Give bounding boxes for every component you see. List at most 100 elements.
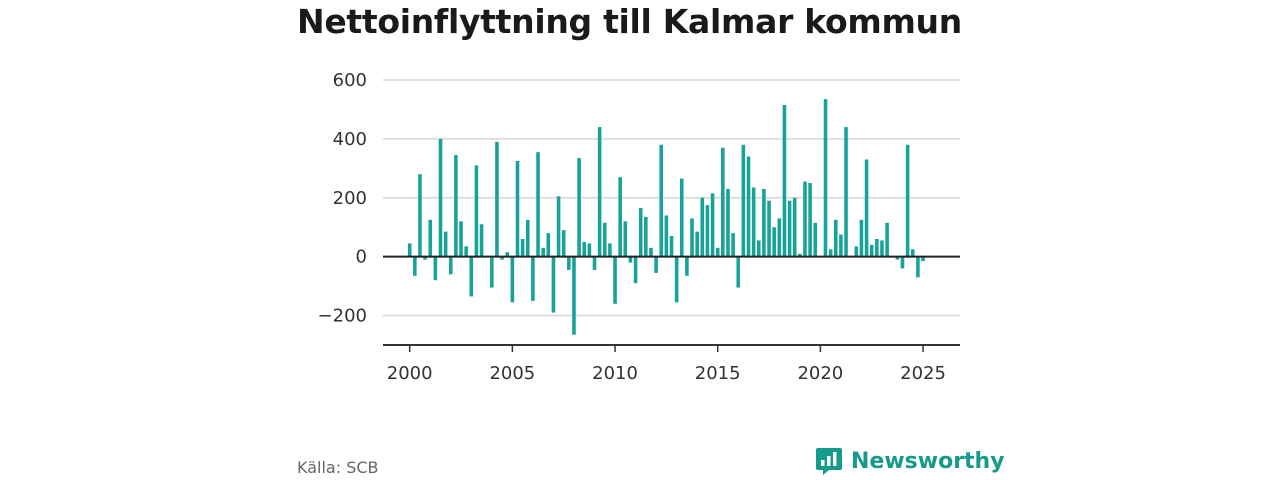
y-tick-label: −200: [318, 306, 367, 327]
x-tick-label: 2025: [900, 363, 946, 384]
bar: [495, 141, 499, 257]
bar: [592, 256, 597, 270]
bar: [787, 200, 792, 257]
y-tick-label: 200: [333, 188, 367, 209]
bar-chart: −200 0 200 400 600 2000 2005 2010 2015 2020 2025: [318, 70, 960, 384]
bar: [792, 197, 797, 257]
bar: [798, 253, 802, 257]
bar: [756, 240, 761, 257]
x-tick-label: 2010: [592, 363, 638, 384]
bar: [500, 256, 504, 260]
bar: [490, 256, 494, 288]
bar: [679, 178, 684, 257]
bar: [880, 240, 884, 257]
bar: [623, 221, 628, 257]
bar: [669, 236, 674, 257]
bar: [633, 256, 638, 284]
bar: [582, 241, 587, 257]
bar: [803, 181, 807, 257]
bar: [782, 105, 787, 257]
bar: [664, 215, 669, 257]
x-axis-ticks: 2000 2005 2010 2015 2020 2025: [387, 345, 946, 384]
bar: [833, 219, 838, 257]
bar: [423, 256, 427, 260]
bar: [916, 256, 920, 278]
bar: [700, 197, 705, 257]
bar: [685, 256, 689, 276]
bar: [731, 233, 735, 257]
bar: [443, 231, 448, 257]
bar: [413, 256, 417, 276]
bar: [910, 249, 915, 257]
x-tick-label: 2005: [489, 363, 535, 384]
bar: [659, 144, 664, 257]
bar: [628, 256, 633, 263]
bar: [721, 147, 725, 257]
bar: [474, 165, 479, 257]
bar: [510, 256, 515, 303]
bar: [921, 256, 925, 262]
brand-name: Newsworthy: [851, 448, 1005, 474]
bar: [515, 160, 520, 257]
bar: [479, 224, 484, 257]
bars: [407, 99, 925, 335]
bar: [844, 127, 848, 257]
bar: [618, 177, 622, 257]
bar: [561, 230, 566, 257]
bar: [525, 219, 530, 257]
bar: [674, 256, 679, 303]
bar: [407, 243, 412, 257]
bar: [875, 239, 879, 257]
bar-chart-badge-icon: [816, 448, 842, 475]
y-tick-label: 600: [333, 70, 367, 91]
bar: [541, 247, 545, 257]
y-tick-label: 0: [356, 247, 367, 268]
bar: [448, 256, 453, 275]
bar: [428, 219, 433, 257]
bar: [885, 222, 889, 257]
bar: [469, 256, 474, 297]
bar: [551, 256, 556, 313]
bar: [772, 227, 776, 257]
bar: [520, 239, 525, 257]
gridlines: [383, 79, 960, 317]
chart-title: Nettoinflyttning till Kalmar kommun: [297, 2, 962, 41]
source-label: Källa: SCB: [297, 458, 379, 477]
bar: [705, 205, 710, 257]
x-tick-label: 2000: [387, 363, 433, 384]
bar: [531, 256, 535, 301]
bar: [438, 138, 443, 257]
bar: [649, 247, 653, 257]
bar: [602, 222, 607, 257]
bar: [546, 233, 551, 257]
bar: [900, 256, 905, 269]
bar: [828, 249, 833, 257]
bar: [777, 218, 782, 257]
bar: [644, 216, 648, 257]
bar: [762, 188, 766, 257]
bar: [597, 127, 602, 257]
bar: [464, 246, 468, 257]
bar: [567, 256, 571, 270]
bar: [654, 256, 658, 273]
bar: [741, 144, 746, 257]
bar: [454, 155, 458, 257]
brand-logo: Newsworthy: [815, 446, 1005, 476]
bar: [859, 219, 864, 257]
bar: [895, 256, 900, 260]
bar: [459, 221, 463, 257]
bar: [690, 218, 694, 257]
bar: [864, 159, 869, 257]
bar: [751, 187, 756, 257]
bar: [608, 243, 612, 257]
bar: [505, 252, 510, 257]
bar: [767, 200, 771, 257]
bar: [536, 152, 540, 257]
bar: [808, 183, 812, 257]
bar: [726, 188, 730, 257]
bar: [418, 174, 422, 257]
bar: [854, 246, 859, 257]
y-tick-label: 400: [333, 129, 367, 150]
bar: [715, 247, 720, 257]
y-axis-labels: −200 0 200 400 600: [318, 70, 367, 327]
